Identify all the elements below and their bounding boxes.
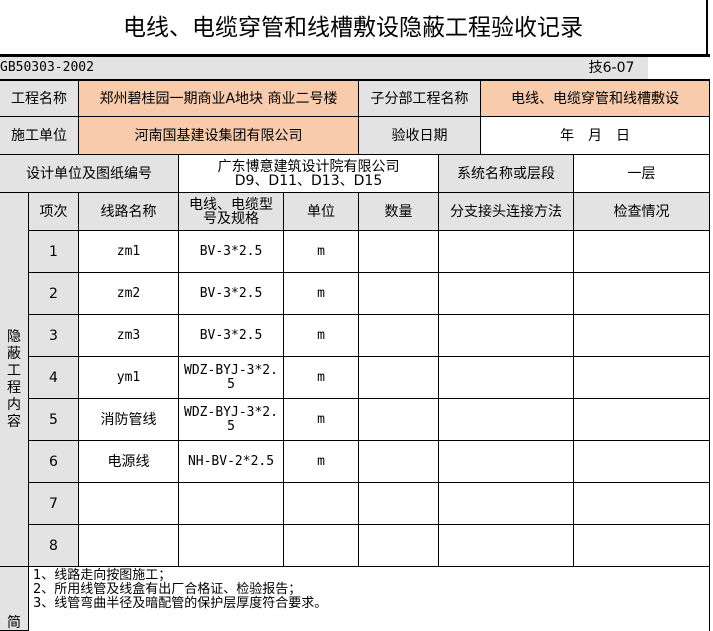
design-unit[interactable]: 广东博意建筑设计院有限公司 D9、D11、D13、D15 — [179, 155, 439, 193]
header-quantity: 数量 — [359, 193, 439, 231]
cell-unit[interactable]: m — [284, 315, 359, 357]
cell-check[interactable] — [574, 441, 710, 483]
subproject-label: 子分部工程名称 — [359, 79, 481, 117]
cell-qty[interactable] — [359, 273, 439, 315]
cell-no: 8 — [29, 525, 79, 567]
note-line: 3、线管弯曲半径及暗配管的保护层厚度符合要求。 — [33, 596, 328, 611]
contractor[interactable]: 河南国基建设集团有限公司 — [79, 117, 359, 155]
cell-name[interactable]: ym1 — [79, 357, 179, 399]
cell-check[interactable] — [574, 525, 710, 567]
cell-qty[interactable] — [359, 441, 439, 483]
design-label: 设计单位及图纸编号 — [0, 155, 179, 193]
cell-unit[interactable]: m — [284, 399, 359, 441]
hidden-work-side-label: 隐蔽工程内容 — [0, 193, 29, 567]
note-line: 1、线路走向按图施工； — [33, 568, 172, 583]
cell-check[interactable] — [574, 315, 710, 357]
cell-method[interactable] — [439, 231, 574, 273]
form-number: 技6-07 — [575, 57, 648, 79]
cell-no: 1 — [29, 231, 79, 273]
contractor-label: 施工单位 — [0, 117, 79, 155]
cell-no: 4 — [29, 357, 79, 399]
cell-method[interactable] — [439, 357, 574, 399]
header-unit: 单位 — [284, 193, 359, 231]
cell-spec[interactable]: BV-3*2.5 — [179, 231, 284, 273]
cell-method[interactable] — [439, 273, 574, 315]
page-title: 电线、电缆穿管和线槽敷设隐蔽工程验收记录 — [0, 0, 708, 55]
cell-name[interactable]: zm1 — [79, 231, 179, 273]
cell-check[interactable] — [574, 273, 710, 315]
header-inspection: 检查情况 — [574, 193, 710, 231]
cell-unit[interactable]: m — [284, 441, 359, 483]
header-item-no: 项次 — [29, 193, 79, 231]
cell-qty[interactable] — [359, 231, 439, 273]
cell-check[interactable] — [574, 483, 710, 525]
cell-no: 7 — [29, 483, 79, 525]
system-name[interactable]: 一层 — [574, 155, 710, 193]
cell-unit[interactable]: m — [284, 357, 359, 399]
divider — [0, 54, 710, 57]
cell-method[interactable] — [439, 399, 574, 441]
cell-method[interactable] — [439, 483, 574, 525]
standard-code: GB50303-2002 — [0, 57, 179, 79]
cell-no: 3 — [29, 315, 79, 357]
cell-name[interactable]: 消防管线 — [79, 399, 179, 441]
cell-check[interactable] — [574, 357, 710, 399]
header-spec: 电线、电缆型号及规格 — [179, 193, 284, 231]
system-label: 系统名称或层段 — [439, 155, 574, 193]
cell-qty[interactable] — [359, 315, 439, 357]
cell-unit[interactable] — [284, 525, 359, 567]
cell-unit[interactable]: m — [284, 273, 359, 315]
cell-no: 5 — [29, 399, 79, 441]
notes: 1、线路走向按图施工； 2、所用线管及线盒有出厂合格证、检验报告； 3、线管弯曲… — [29, 567, 710, 631]
cell-spec[interactable]: BV-3*2.5 — [179, 315, 284, 357]
cell-name[interactable] — [79, 483, 179, 525]
header-connection-method: 分支接头连接方法 — [439, 193, 574, 231]
cell-no: 6 — [29, 441, 79, 483]
cell-unit[interactable]: m — [284, 231, 359, 273]
cell-qty[interactable] — [359, 525, 439, 567]
cell-name[interactable]: 电源线 — [79, 441, 179, 483]
cell-method[interactable] — [439, 441, 574, 483]
notes-side-label: 简 — [0, 567, 29, 631]
cell-method[interactable] — [439, 315, 574, 357]
cell-qty[interactable] — [359, 357, 439, 399]
cell-spec[interactable]: WDZ-BYJ-3*2.5 — [179, 399, 284, 441]
cell-spec[interactable]: NH-BV-2*2.5 — [179, 441, 284, 483]
subproject[interactable]: 电线、电缆穿管和线槽敷设 — [481, 79, 710, 117]
project-name[interactable]: 郑州碧桂园一期商业A地块 商业二号楼 — [79, 79, 359, 117]
cell-spec[interactable] — [179, 525, 284, 567]
note-line: 2、所用线管及线盒有出厂合格证、检验报告； — [33, 582, 302, 597]
cell-spec[interactable] — [179, 483, 284, 525]
project-name-label: 工程名称 — [0, 79, 79, 117]
cell-qty[interactable] — [359, 483, 439, 525]
cell-spec[interactable]: BV-3*2.5 — [179, 273, 284, 315]
cell-method[interactable] — [439, 525, 574, 567]
cell-name[interactable] — [79, 525, 179, 567]
header-blank — [179, 57, 575, 79]
cell-name[interactable]: zm3 — [79, 315, 179, 357]
date-label: 验收日期 — [359, 117, 481, 155]
cell-spec[interactable]: WDZ-BYJ-3*2.5 — [179, 357, 284, 399]
cell-unit[interactable] — [284, 483, 359, 525]
cell-qty[interactable] — [359, 399, 439, 441]
cell-no: 2 — [29, 273, 79, 315]
header-line-name: 线路名称 — [79, 193, 179, 231]
cell-check[interactable] — [574, 399, 710, 441]
inspection-date[interactable]: 年 月 日 — [481, 117, 710, 155]
cell-check[interactable] — [574, 231, 710, 273]
cell-name[interactable]: zm2 — [79, 273, 179, 315]
